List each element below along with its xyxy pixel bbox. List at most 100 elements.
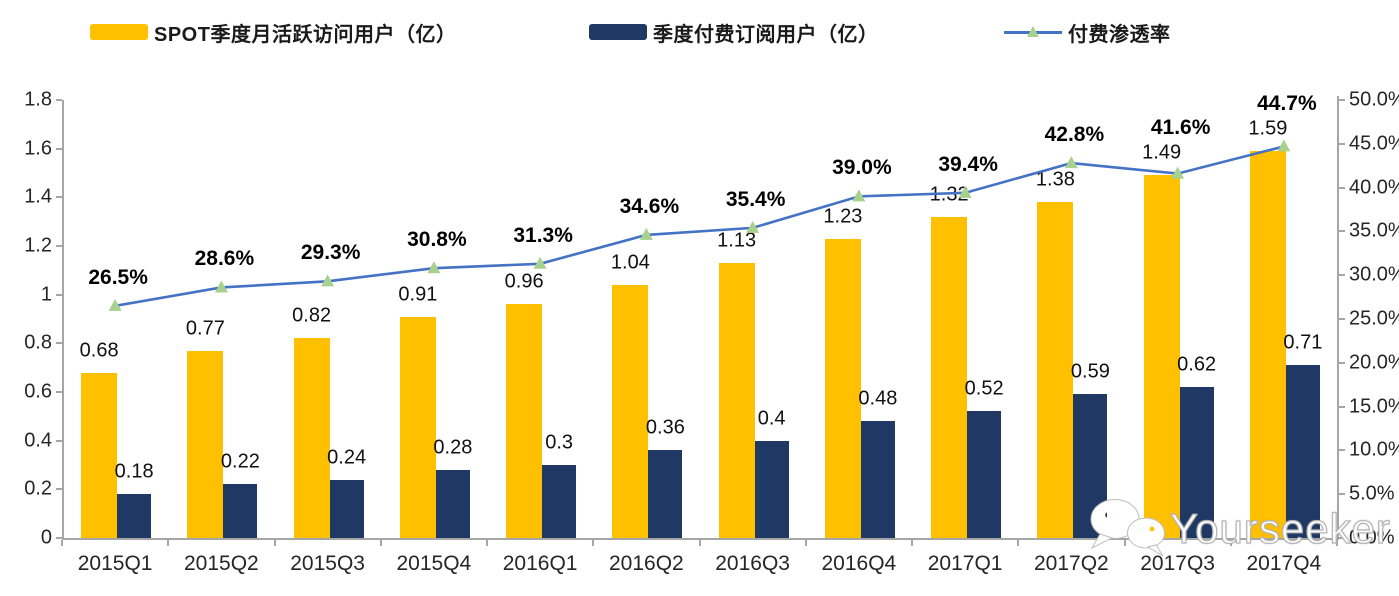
y-axis-label-right: 5.0% [1349, 482, 1395, 505]
x-axis-tick [1017, 540, 1020, 546]
mau-bar [1143, 175, 1180, 538]
mau-value-label: 1.32 [929, 183, 969, 206]
penetration-marker-icon [321, 274, 335, 287]
mau-value-label: 1.23 [823, 205, 863, 228]
y-axis-label-right: 20.0% [1349, 351, 1399, 374]
subs-bar [223, 484, 258, 538]
y-axis-label-right: 10.0% [1349, 438, 1399, 461]
x-axis-category-label: 2017Q3 [1140, 552, 1215, 575]
y-axis-tick [56, 391, 62, 393]
y-axis-tick [56, 245, 62, 247]
penetration-legend-line-icon [1004, 24, 1062, 40]
penetration-value-label: 42.8% [1044, 123, 1105, 147]
mau-bar [81, 372, 118, 538]
subs-legend-label: 季度付费订阅用户（亿） [653, 23, 879, 46]
subs-value-label: 0.22 [220, 450, 260, 473]
subs-bar [967, 411, 1002, 538]
subs-value-label: 0.4 [757, 407, 786, 430]
subs-value-label: 0.28 [433, 436, 473, 459]
x-axis-tick [61, 540, 63, 546]
subs-bar [1285, 365, 1320, 538]
subs-bar [860, 421, 895, 538]
mau-bar [506, 304, 543, 538]
y-axis-label-left: 1.8 [24, 88, 52, 111]
mau-value-label: 0.91 [398, 283, 438, 306]
y-axis-tick [1339, 230, 1345, 233]
x-axis-tick [1229, 540, 1232, 546]
penetration-value-label: 28.6% [194, 247, 255, 271]
y-axis-label-right: 40.0% [1349, 176, 1399, 199]
penetration-marker-icon [1277, 139, 1291, 152]
mau-bar [1249, 151, 1286, 538]
subs-bar [1179, 387, 1214, 538]
y-axis-label-right: 35.0% [1349, 219, 1399, 242]
subs-value-label: 0.52 [964, 377, 1004, 400]
y-axis-label-left: 0.2 [24, 477, 52, 500]
subs-bar [648, 450, 683, 538]
subs-value-label: 0.3 [545, 431, 574, 454]
y-axis-line-left [62, 100, 64, 538]
penetration-value-label: 31.3% [513, 223, 573, 247]
subs-value-label: 0.59 [1070, 360, 1110, 383]
mau-legend-label: SPOT季度月活跃访问用户（亿） [154, 23, 457, 46]
subs-bar [329, 479, 364, 538]
mau-value-label: 1.04 [610, 251, 650, 274]
legend-item-subs: 季度付费订阅用户（亿） [589, 18, 879, 46]
mau-bar [1037, 202, 1074, 538]
penetration-marker-icon [533, 256, 547, 269]
penetration-value-label: 39.0% [832, 156, 892, 180]
x-axis-category-label: 2016Q1 [502, 552, 578, 575]
x-axis-tick [273, 540, 276, 546]
mau-bar [293, 338, 330, 538]
x-axis-category-label: 2016Q3 [715, 552, 790, 575]
wechat-chat-bubbles-icon [1090, 499, 1165, 557]
x-axis-tick [486, 540, 488, 546]
y-axis-label-left: 0 [40, 526, 52, 549]
subs-value-label: 0.62 [1177, 353, 1217, 376]
x-axis-category-label: 2015Q1 [77, 552, 153, 575]
x-axis-category-label: 2015Q4 [396, 552, 472, 575]
x-axis-category-label: 2016Q4 [821, 552, 897, 575]
mau-value-label: 1.38 [1035, 168, 1075, 191]
y-axis-tick [1339, 318, 1345, 320]
y-axis-tick [1339, 405, 1345, 408]
x-axis-category-label: 2015Q3 [290, 552, 365, 575]
y-axis-tick [56, 293, 62, 296]
y-axis-tick [1339, 186, 1345, 189]
x-axis-category-label: 2017Q4 [1246, 552, 1322, 575]
subs-bar [435, 469, 470, 538]
x-axis-tick [592, 540, 595, 546]
y-axis-label-left: 0.8 [24, 331, 52, 354]
penetration-marker-icon [1064, 156, 1078, 169]
y-axis-label-right: 15.0% [1349, 395, 1399, 418]
x-axis-category-label: 2016Q2 [609, 552, 684, 575]
subs-legend-swatch-icon [589, 24, 647, 40]
subs-bar [542, 465, 577, 538]
x-axis-tick [804, 540, 807, 546]
x-axis-line [62, 538, 1339, 540]
y-axis-label-right: 50.0% [1349, 88, 1399, 111]
penetration-marker-icon [108, 298, 122, 311]
x-axis-category-label: 2017Q2 [1034, 552, 1109, 575]
subs-value-label: 0.71 [1283, 331, 1323, 354]
penetration-value-label: 35.4% [725, 187, 786, 211]
penetration-value-label: 29.3% [300, 241, 361, 265]
penetration-marker-icon [214, 280, 228, 293]
x-axis-category-label: 2015Q2 [184, 552, 259, 575]
mau-bar [931, 216, 968, 538]
penetration-value-label: 34.6% [619, 194, 680, 218]
legend-item-penetration: 付费渗透率 [1004, 18, 1171, 46]
y-axis-tick [56, 147, 62, 150]
y-axis-tick [1339, 142, 1345, 145]
mau-value-label: 0.82 [292, 304, 332, 327]
y-axis-label-left: 1 [40, 283, 52, 306]
penetration-value-label: 26.5% [88, 265, 148, 289]
y-axis-line-right [1337, 96, 1339, 538]
y-axis-label-left: 0.4 [24, 429, 52, 452]
legend-item-mau: SPOT季度月活跃访问用户（亿） [90, 18, 456, 46]
y-axis-tick [1339, 99, 1345, 101]
x-axis-category-label: 2017Q1 [927, 552, 1003, 575]
y-axis-tick [1339, 493, 1345, 496]
mau-value-label: 1.59 [1248, 117, 1288, 140]
